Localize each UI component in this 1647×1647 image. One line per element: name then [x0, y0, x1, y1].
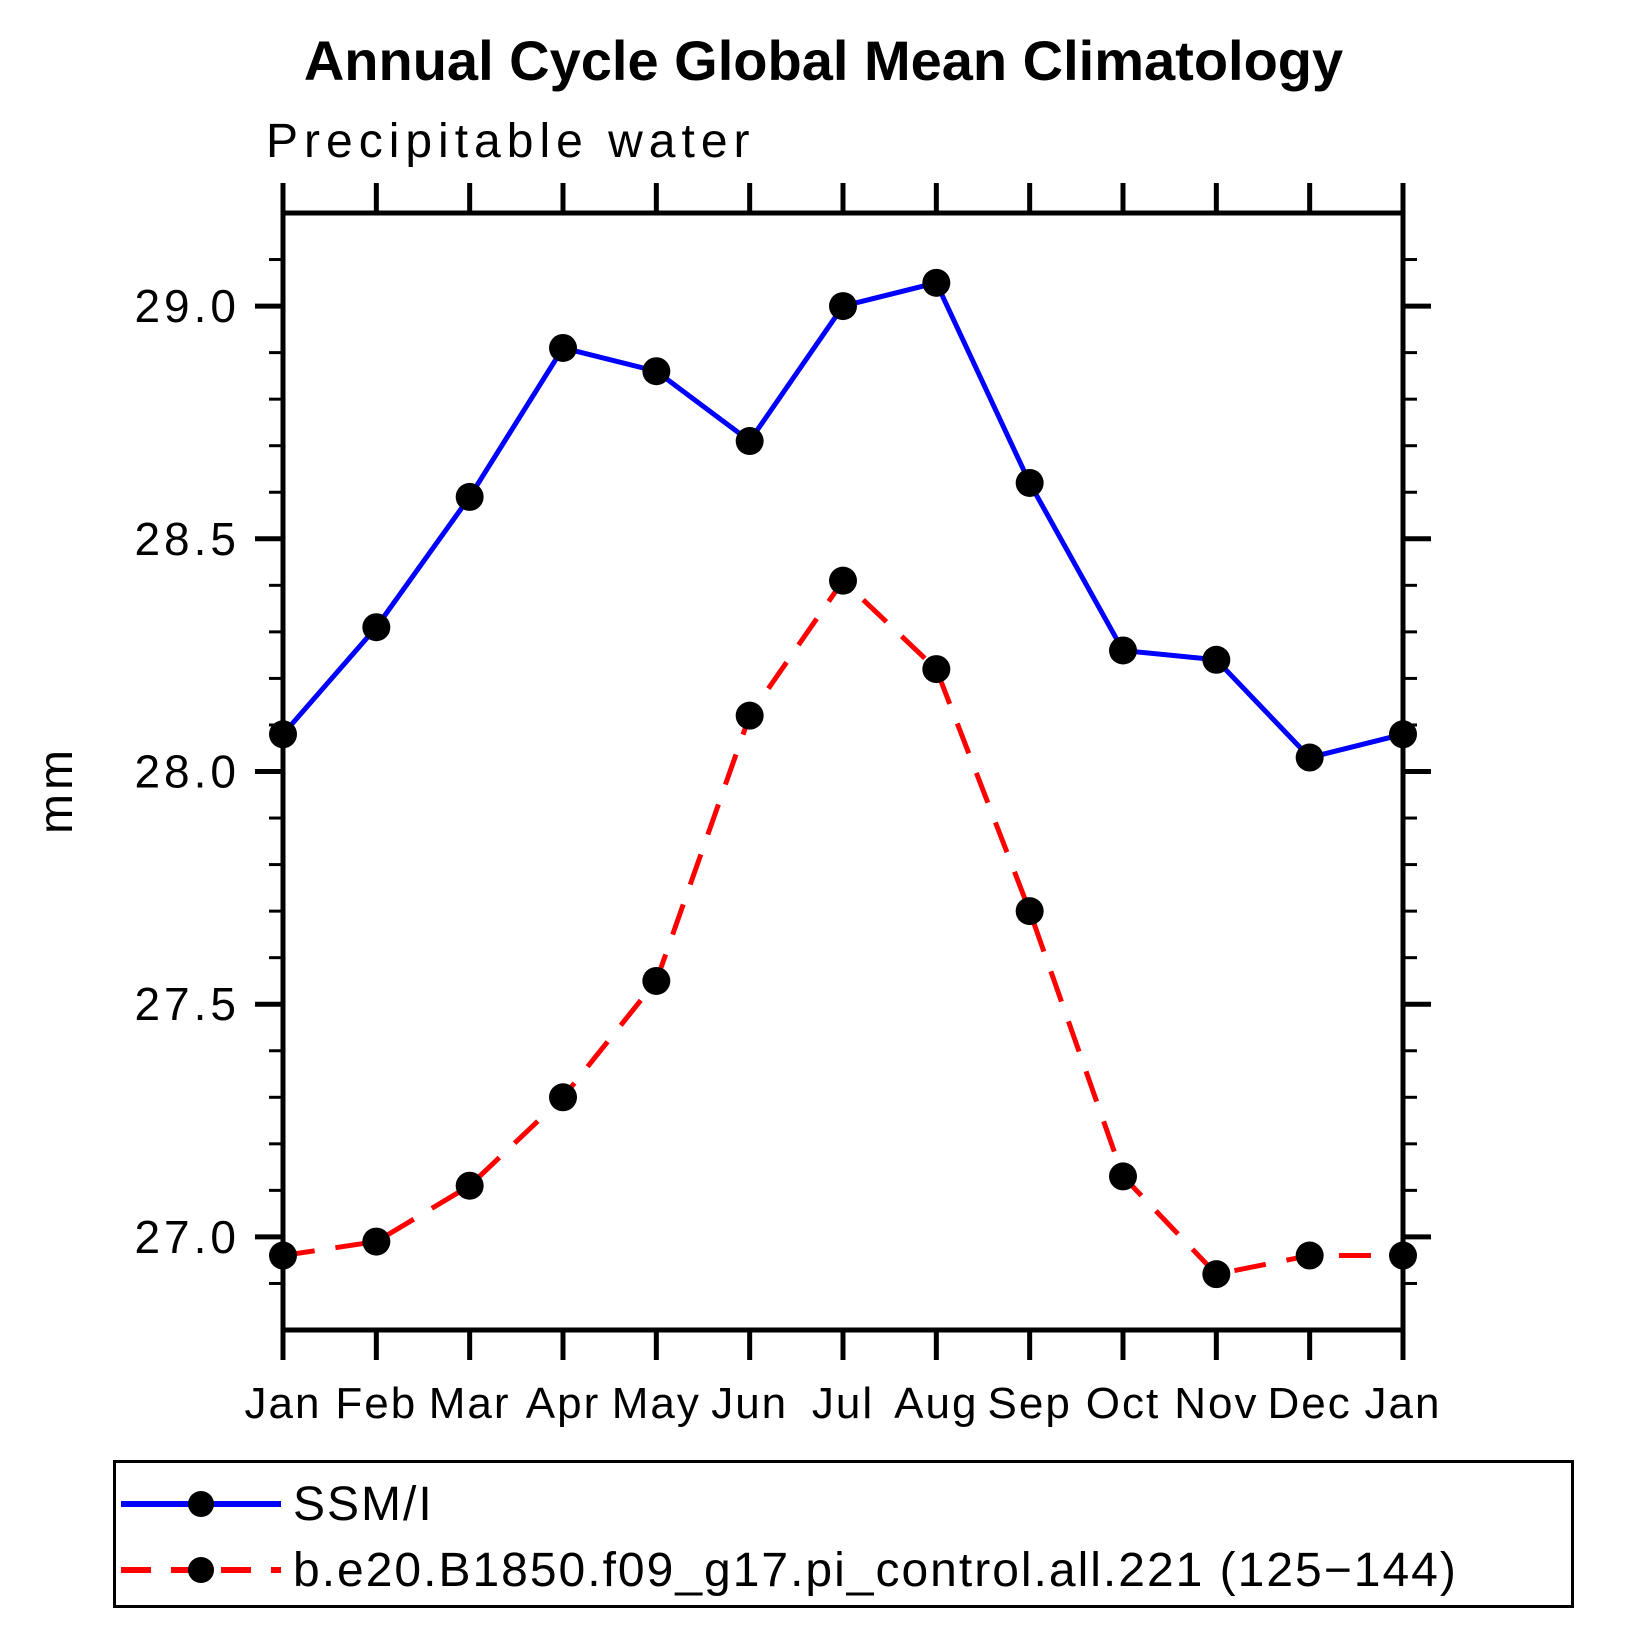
y-tick-label: 27.0	[134, 1211, 240, 1263]
legend-box: SSM/I b.e20.B1850.f09_g17.pi_control.all…	[113, 1460, 1574, 1608]
data-point	[549, 333, 577, 362]
chart-subtitle: Precipitable water	[266, 115, 756, 168]
data-point	[269, 1241, 297, 1270]
x-tick-label: Jul	[812, 1379, 874, 1428]
x-tick-label: May	[612, 1379, 701, 1428]
data-point	[362, 1227, 391, 1256]
x-tick-label: Nov	[1174, 1379, 1258, 1428]
x-tick-label: Jan	[1365, 1379, 1442, 1428]
data-point	[1015, 468, 1044, 497]
y-tick-label: 28.5	[134, 513, 240, 565]
chart-title: Annual Cycle Global Mean Climatology	[303, 29, 1344, 92]
x-tick-label: Dec	[1268, 1379, 1352, 1428]
plot-border	[280, 210, 1406, 1333]
data-point	[1295, 1241, 1324, 1270]
y-tick-label: 27.5	[134, 978, 240, 1030]
data-point	[1202, 645, 1231, 674]
series-line-0	[281, 280, 1404, 761]
y-tick-label: 29.0	[134, 280, 240, 332]
data-point	[1389, 1241, 1417, 1270]
legend-marker-dashed-line-icon	[121, 1557, 281, 1583]
data-point	[1109, 1162, 1137, 1191]
x-tick-label: Jan	[245, 1379, 322, 1428]
legend-item-model: b.e20.B1850.f09_g17.pi_control.all.221 (…	[121, 1544, 1458, 1597]
data-point	[922, 268, 951, 297]
series-line-1	[282, 578, 1403, 1277]
data-point	[735, 427, 764, 456]
legend-label: b.e20.B1850.f09_g17.pi_control.all.221 (…	[293, 1543, 1458, 1597]
data-point	[735, 701, 764, 730]
x-tick-label: Sep	[988, 1379, 1072, 1428]
x-tick-label: Apr	[526, 1379, 600, 1428]
data-point	[922, 655, 951, 684]
data-point	[269, 720, 297, 749]
data-point	[455, 1171, 484, 1200]
y-tick-label: 28.0	[134, 746, 240, 798]
data-point	[1295, 743, 1324, 772]
y-axis-label: mm	[30, 746, 83, 834]
data-point	[362, 613, 391, 642]
data-point	[1202, 1260, 1231, 1289]
legend-label: SSM/I	[293, 1477, 434, 1531]
data-point	[642, 966, 671, 995]
legend-dot	[188, 1557, 214, 1583]
x-tick-label: Feb	[335, 1379, 417, 1428]
data-point	[455, 482, 484, 511]
data-point	[1389, 720, 1417, 749]
legend-marker-solid-line-icon	[121, 1491, 281, 1517]
data-point	[829, 566, 857, 595]
x-tick-label: Mar	[429, 1379, 511, 1428]
x-tick-label: Oct	[1086, 1379, 1160, 1428]
x-tick-label: Aug	[894, 1379, 978, 1428]
x-tick-label: Jun	[711, 1379, 788, 1428]
legend-item-ssmi: SSM/I	[121, 1478, 434, 1531]
data-point	[1109, 636, 1137, 665]
data-point	[642, 357, 671, 386]
legend-dot	[188, 1491, 214, 1517]
data-point	[829, 292, 857, 321]
data-point	[549, 1083, 577, 1112]
data-point	[1015, 897, 1044, 926]
